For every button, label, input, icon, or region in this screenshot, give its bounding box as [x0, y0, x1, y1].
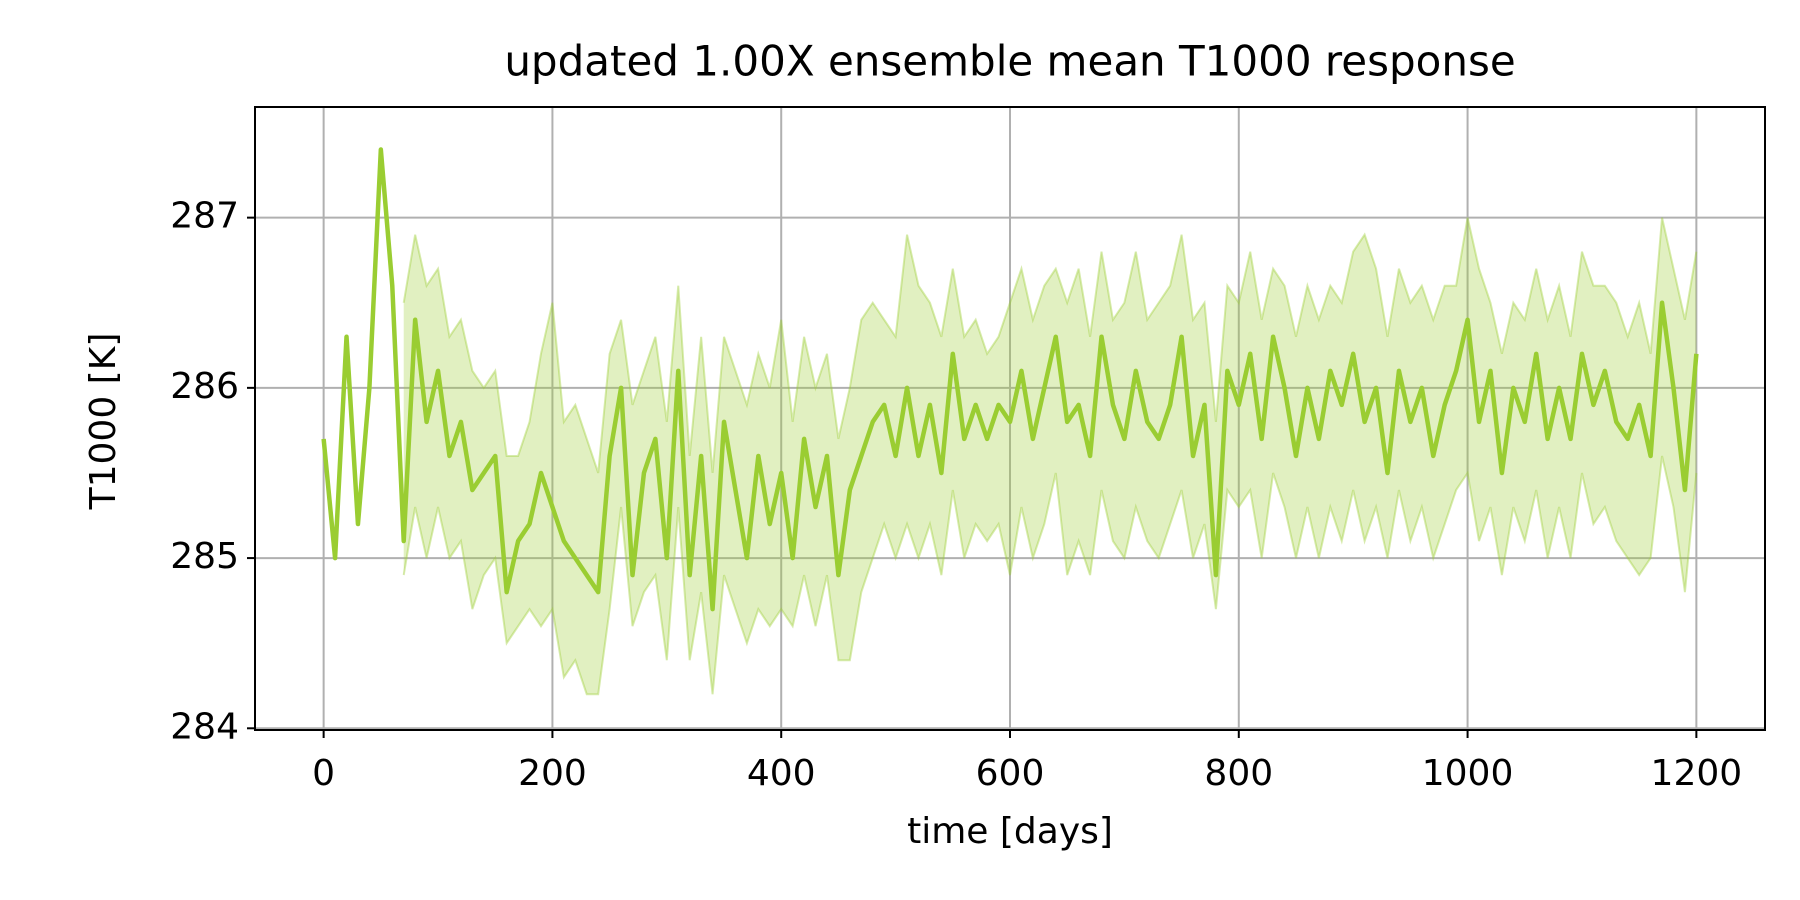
y-tick-label: 287: [170, 196, 239, 237]
x-tick-label: 0: [312, 753, 335, 794]
x-tick-label: 200: [518, 753, 587, 794]
y-axis-label: T1000 [K]: [83, 333, 124, 511]
chart-title: updated 1.00X ensemble mean T1000 respon…: [504, 37, 1515, 86]
x-tick-label: 800: [1204, 753, 1273, 794]
x-axis-label: time [days]: [907, 811, 1113, 852]
x-tick-label: 1200: [1651, 753, 1743, 794]
x-tick-label: 1000: [1422, 753, 1514, 794]
band-edge: [402, 217, 1698, 474]
plot-frame: [254, 106, 1766, 731]
x-tick-label: 600: [976, 753, 1045, 794]
mean-line: [321, 147, 1699, 612]
y-tick-label: 285: [170, 536, 239, 577]
band-edge: [402, 455, 1698, 696]
x-tick-label: 400: [747, 753, 816, 794]
y-tick-label: 284: [170, 706, 239, 747]
y-tick-label: 286: [170, 366, 239, 407]
range-band: [403, 217, 1697, 695]
